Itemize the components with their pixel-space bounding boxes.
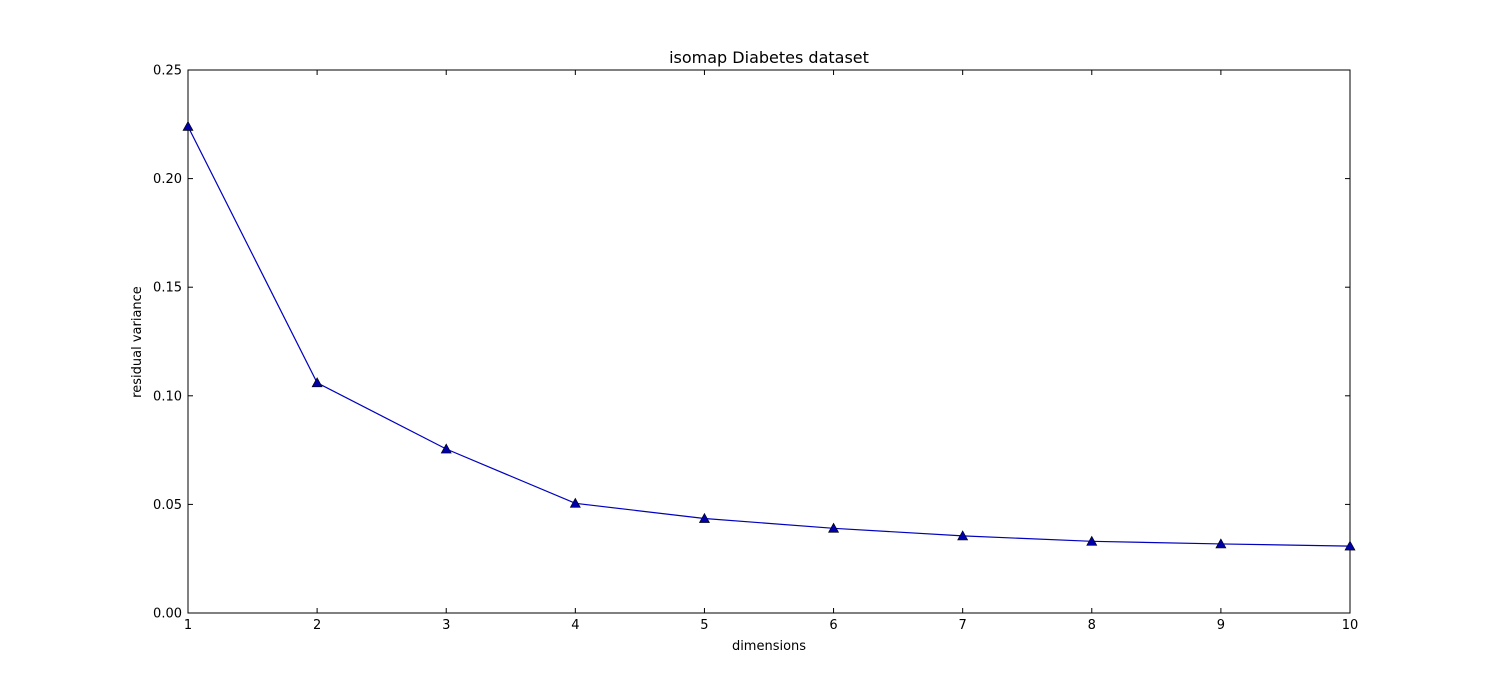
- x-tick-label: 9: [1217, 618, 1225, 633]
- y-tick-label: 0.05: [153, 498, 182, 513]
- x-axis-label: dimensions: [732, 639, 806, 654]
- x-tick-label: 3: [442, 618, 450, 633]
- y-tick-label: 0.20: [153, 172, 182, 187]
- x-axis-ticks: 1 2 3 4 5 6 7 8 9 10: [184, 70, 1358, 633]
- data-point-marker: [1344, 540, 1356, 551]
- x-tick-label: 10: [1342, 618, 1359, 633]
- x-tick-label: 4: [571, 618, 579, 633]
- chart-title: isomap Diabetes dataset: [669, 48, 869, 67]
- x-tick-label: 8: [1088, 618, 1096, 633]
- data-point-marker: [182, 120, 194, 131]
- plot-area: 1 2 3 4 5 6 7 8 9 10 0.00 0.05 0.10 0.15 0.20 0.25: [153, 64, 1358, 634]
- data-point-marker: [698, 512, 710, 523]
- y-tick-label: 0.15: [153, 281, 182, 296]
- series-line: [187, 126, 1351, 547]
- data-point-marker: [828, 522, 840, 533]
- data-point-marker: [569, 497, 581, 508]
- y-tick-label: 0.10: [153, 389, 182, 404]
- y-axis-ticks: 0.00 0.05 0.10 0.15 0.20 0.25: [153, 64, 1350, 622]
- data-point-marker: [440, 443, 452, 454]
- x-tick-label: 1: [184, 618, 192, 633]
- x-tick-label: 7: [959, 618, 967, 633]
- x-tick-label: 6: [829, 618, 837, 633]
- data-point-marker: [1215, 538, 1227, 549]
- data-point-marker: [957, 530, 969, 541]
- x-tick-label: 5: [700, 618, 708, 633]
- series-layer: [182, 120, 1356, 551]
- x-tick-label: 2: [313, 618, 321, 633]
- y-axis-label: residual variance: [130, 286, 145, 398]
- plot-frame: [187, 69, 1351, 614]
- y-tick-label: 0.00: [153, 607, 182, 622]
- data-point-marker: [311, 377, 323, 388]
- data-point-marker: [1086, 535, 1098, 546]
- y-tick-label: 0.25: [153, 64, 182, 79]
